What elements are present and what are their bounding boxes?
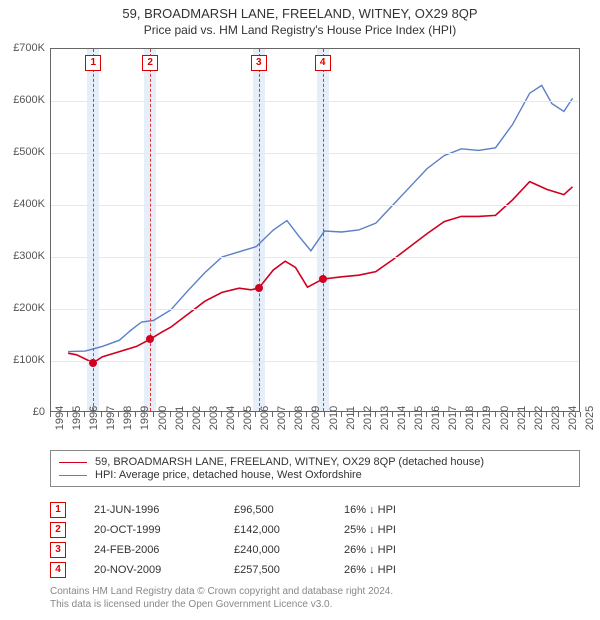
events-table-row: 1 21-JUN-1996£96,50016% ↓ HPI	[50, 500, 580, 520]
sale-dot	[255, 284, 263, 292]
footer-line: This data is licensed under the Open Gov…	[50, 598, 580, 611]
event-marker: 1	[50, 502, 66, 518]
y-axis-tick-label: £0	[5, 406, 45, 418]
chart-subtitle: Price paid vs. HM Land Registry's House …	[0, 23, 600, 37]
events-table-row: 2 20-OCT-1999£142,00025% ↓ HPI	[50, 520, 580, 540]
x-axis-tick-label: 1995	[71, 406, 83, 430]
x-axis-tick-label: 2025	[584, 406, 596, 430]
legend-label: 59, BROADMARSH LANE, FREELAND, WITNEY, O…	[95, 456, 484, 468]
footer-line: Contains HM Land Registry data © Crown c…	[50, 585, 580, 598]
legend-item: 59, BROADMARSH LANE, FREELAND, WITNEY, O…	[59, 456, 571, 468]
x-axis-tick-label: 1997	[105, 406, 117, 430]
event-date: 20-OCT-1999	[94, 524, 234, 536]
x-axis-tick-label: 2002	[191, 406, 203, 430]
x-axis-tick-label: 2004	[225, 406, 237, 430]
y-axis-tick-label: £300K	[5, 250, 45, 262]
chart-title: 59, BROADMARSH LANE, FREELAND, WITNEY, O…	[0, 6, 600, 21]
x-axis-tick-label: 1999	[139, 406, 151, 430]
x-axis-tick-label: 2019	[481, 406, 493, 430]
x-axis-tick-label: 2024	[567, 406, 579, 430]
x-axis-tick-label: 1994	[54, 406, 66, 430]
events-table-row: 4 20-NOV-2009£257,50026% ↓ HPI	[50, 560, 580, 580]
x-axis-tick-label: 2008	[293, 406, 305, 430]
x-axis-tick-label: 2022	[533, 406, 545, 430]
x-axis-tick-label: 2014	[396, 406, 408, 430]
x-axis-tick-label: 2010	[328, 406, 340, 430]
legend-swatch	[59, 475, 87, 476]
event-marker: 3	[251, 55, 267, 71]
event-date: 20-NOV-2009	[94, 564, 234, 576]
x-axis-tick-label: 2020	[499, 406, 511, 430]
x-axis-tick-label: 2023	[550, 406, 562, 430]
footer: Contains HM Land Registry data © Crown c…	[50, 585, 580, 611]
event-date: 24-FEB-2006	[94, 544, 234, 556]
event-diff: 26% ↓ HPI	[344, 544, 396, 556]
x-axis-tick-label: 2007	[276, 406, 288, 430]
legend-swatch	[59, 462, 87, 463]
legend-item: HPI: Average price, detached house, West…	[59, 469, 571, 481]
x-axis-tick-label: 2003	[208, 406, 220, 430]
event-marker: 4	[315, 55, 331, 71]
x-axis-tick-label: 1998	[122, 406, 134, 430]
x-axis-tick-label: 2006	[259, 406, 271, 430]
y-axis-tick-label: £600K	[5, 94, 45, 106]
x-axis-tick-label: 2015	[413, 406, 425, 430]
event-diff: 16% ↓ HPI	[344, 504, 396, 516]
x-axis-tick-label: 2017	[447, 406, 459, 430]
event-price: £257,500	[234, 564, 344, 576]
event-diff: 25% ↓ HPI	[344, 524, 396, 536]
x-axis-tick-label: 2021	[516, 406, 528, 430]
event-date: 21-JUN-1996	[94, 504, 234, 516]
x-axis-tick-label: 2005	[242, 406, 254, 430]
x-axis-tick-label: 2016	[430, 406, 442, 430]
sale-dot	[146, 335, 154, 343]
series-hpi	[68, 85, 572, 351]
y-axis-tick-label: £500K	[5, 146, 45, 158]
x-axis-tick-label: 2011	[345, 406, 357, 430]
series-property	[68, 182, 572, 363]
events-table-row: 3 24-FEB-2006£240,00026% ↓ HPI	[50, 540, 580, 560]
y-axis-tick-label: £400K	[5, 198, 45, 210]
chart-plot-area: 1 2 3 4	[50, 48, 580, 412]
event-marker: 1	[85, 55, 101, 71]
x-axis-tick-label: 1996	[88, 406, 100, 430]
y-axis-tick-label: £200K	[5, 302, 45, 314]
event-marker: 4	[50, 562, 66, 578]
x-axis-tick-label: 2012	[362, 406, 374, 430]
event-marker: 2	[50, 522, 66, 538]
sale-dot	[319, 275, 327, 283]
y-axis-tick-label: £700K	[5, 42, 45, 54]
x-axis-tick-label: 2001	[174, 406, 186, 430]
x-axis-tick-label: 2018	[464, 406, 476, 430]
legend-label: HPI: Average price, detached house, West…	[95, 469, 362, 481]
x-axis-tick-label: 2009	[310, 406, 322, 430]
x-axis-tick-label: 2000	[157, 406, 169, 430]
event-marker: 2	[142, 55, 158, 71]
event-price: £96,500	[234, 504, 344, 516]
y-axis-tick-label: £100K	[5, 354, 45, 366]
sale-dot	[89, 359, 97, 367]
event-marker: 3	[50, 542, 66, 558]
chart-title-block: 59, BROADMARSH LANE, FREELAND, WITNEY, O…	[0, 0, 600, 37]
legend: 59, BROADMARSH LANE, FREELAND, WITNEY, O…	[50, 450, 580, 487]
chart-series-svg	[51, 49, 581, 413]
event-price: £240,000	[234, 544, 344, 556]
x-axis-tick-label: 2013	[379, 406, 391, 430]
event-price: £142,000	[234, 524, 344, 536]
events-table: 1 21-JUN-1996£96,50016% ↓ HPI 2 20-OCT-1999…	[50, 500, 580, 580]
event-diff: 26% ↓ HPI	[344, 564, 396, 576]
